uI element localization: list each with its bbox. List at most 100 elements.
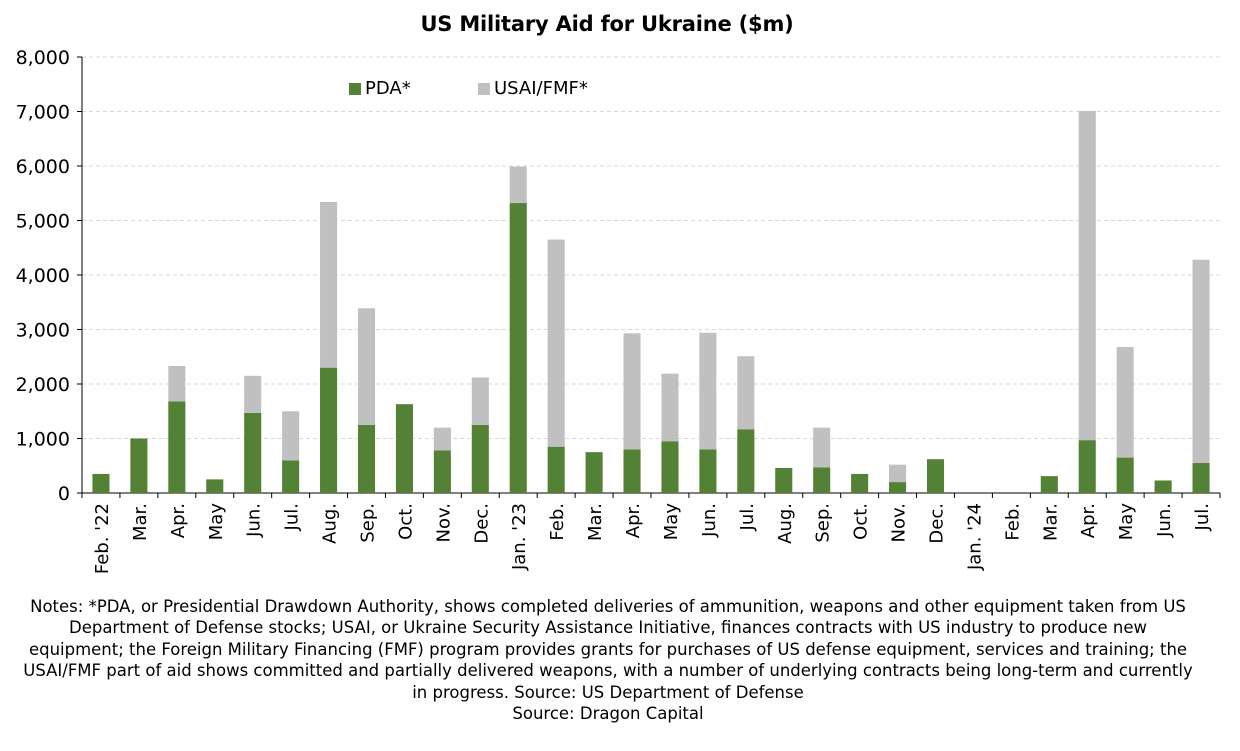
bars [92, 110, 1210, 493]
bar-pda [1078, 440, 1096, 493]
bar-usai-fmf [623, 333, 641, 450]
bar-usai-fmf [1192, 259, 1210, 464]
notes: Notes: *PDA, or Presidential Drawdown Au… [20, 596, 1196, 724]
bar-usai-fmf [1078, 110, 1096, 441]
bar-usai-fmf [244, 375, 262, 413]
x-tick-label: Jan. '24 [964, 503, 985, 571]
bar-pda [926, 459, 945, 493]
bar-usai-fmf [320, 201, 338, 368]
bar-usai-fmf [699, 332, 717, 450]
y-tick-label: 0 [58, 483, 70, 505]
x-tick-label: Oct. [851, 503, 872, 540]
y-tick-label: 6,000 [16, 156, 70, 178]
bar-pda [92, 473, 110, 493]
bar-pda [433, 450, 451, 493]
x-tick-label: Aug. [320, 503, 341, 544]
y-tick-label: 3,000 [16, 320, 70, 342]
x-tick-label: Sep. [813, 503, 834, 543]
bar-usai-fmf [433, 427, 451, 451]
x-tick-label: Feb. [1002, 503, 1023, 541]
bar-usai-fmf [168, 366, 186, 402]
y-tick-label: 8,000 [16, 47, 70, 69]
x-tick-label: Apr. [1078, 503, 1099, 538]
legend-item-pda: PDA* [349, 78, 411, 99]
bar-pda [889, 482, 907, 493]
x-tick-label: Aug. [775, 503, 796, 544]
legend-item-usai-fmf: USAI/FMF* [478, 78, 588, 99]
chart-title: US Military Aid for Ukraine ($m) [420, 12, 794, 36]
bar-pda [699, 449, 717, 493]
source-text: Source: Dragon Capital [512, 704, 704, 724]
x-tick-label: Jun. [1154, 503, 1175, 538]
bar-pda [661, 441, 679, 493]
bar-pda [206, 479, 224, 493]
x-tick-label: Mar. [1040, 503, 1061, 541]
x-tick-label: Sep. [358, 503, 379, 543]
bar-usai-fmf [282, 411, 300, 461]
bar-pda [1154, 480, 1172, 493]
x-tick-labels: Feb. '22 Mar. Apr. May Jun. Jul. Aug. Sep. Oct. N… [92, 503, 1213, 575]
bar-pda [1040, 476, 1058, 493]
bar-usai-fmf [889, 464, 907, 483]
bar-pda [320, 367, 338, 493]
x-tick-label: Jun. [244, 503, 265, 538]
x-tick-label: Mar. [130, 503, 151, 541]
bar-pda [509, 203, 527, 493]
bar-pda [585, 452, 603, 493]
bar-pda [244, 412, 262, 493]
bar-pda [813, 467, 831, 493]
y-tick-label: 7,000 [16, 102, 70, 124]
x-tick-label: Jul. [1192, 503, 1213, 531]
x-tick-label: May [206, 503, 227, 541]
y-tick-labels: 0 1,000 2,000 3,000 4,000 5,000 6,000 7,000 8,00… [16, 47, 70, 505]
bar-pda [395, 404, 413, 493]
y-tick-label: 4,000 [16, 265, 70, 287]
bar-pda [282, 460, 300, 493]
y-tick-label: 5,000 [16, 211, 70, 233]
gridlines [82, 56, 1220, 439]
x-tick-label: Nov. [889, 503, 910, 542]
x-tick-label: Jul. [737, 503, 758, 531]
bar-usai-fmf [509, 166, 527, 204]
x-tick-label: May [661, 503, 682, 541]
bar-pda [737, 429, 755, 493]
x-tick-label: Feb. [547, 503, 568, 541]
x-tick-label: May [1116, 503, 1137, 541]
y-tick-label: 1,000 [16, 429, 70, 451]
x-tick-label: Jan. '23 [509, 503, 530, 571]
notes-text: Notes: *PDA, or Presidential Drawdown Au… [23, 597, 1193, 702]
bar-usai-fmf [547, 239, 565, 447]
bar-pda [623, 449, 641, 493]
axes [77, 56, 1221, 498]
x-tick-label: Mar. [585, 503, 606, 541]
x-tick-label: Nov. [433, 503, 454, 542]
y-tick-label: 2,000 [16, 374, 70, 396]
bar-pda [168, 401, 186, 493]
x-tick-label: Feb. '22 [92, 503, 113, 574]
bar-pda [851, 473, 869, 493]
bar-pda [547, 446, 565, 493]
bar-pda [471, 424, 489, 493]
x-tick-label: Jul. [282, 503, 303, 531]
chart-area: 0 1,000 2,000 3,000 4,000 5,000 6,000 7,000 8,00… [16, 47, 1221, 575]
bar-pda [1116, 457, 1134, 493]
bar-usai-fmf [737, 356, 755, 430]
x-tick-label: Apr. [623, 503, 644, 538]
bar-usai-fmf [1116, 346, 1134, 458]
bar-usai-fmf [661, 373, 679, 442]
bar-pda [130, 438, 148, 493]
bar-pda [357, 424, 376, 493]
legend-swatch-pda [349, 82, 361, 95]
legend-label-pda: PDA* [365, 78, 411, 99]
x-tick-label: Jun. [699, 503, 720, 538]
bar-pda [1192, 463, 1210, 493]
bar-usai-fmf [357, 308, 376, 425]
legend-label-usai-fmf: USAI/FMF* [494, 78, 588, 99]
legend-swatch-usai-fmf [478, 82, 490, 95]
bar-usai-fmf [471, 377, 489, 425]
x-tick-label: Dec. [471, 503, 492, 544]
bar-usai-fmf [813, 427, 831, 468]
bar-pda [775, 467, 793, 493]
x-tick-label: Dec. [927, 503, 948, 544]
x-tick-label: Oct. [395, 503, 416, 540]
